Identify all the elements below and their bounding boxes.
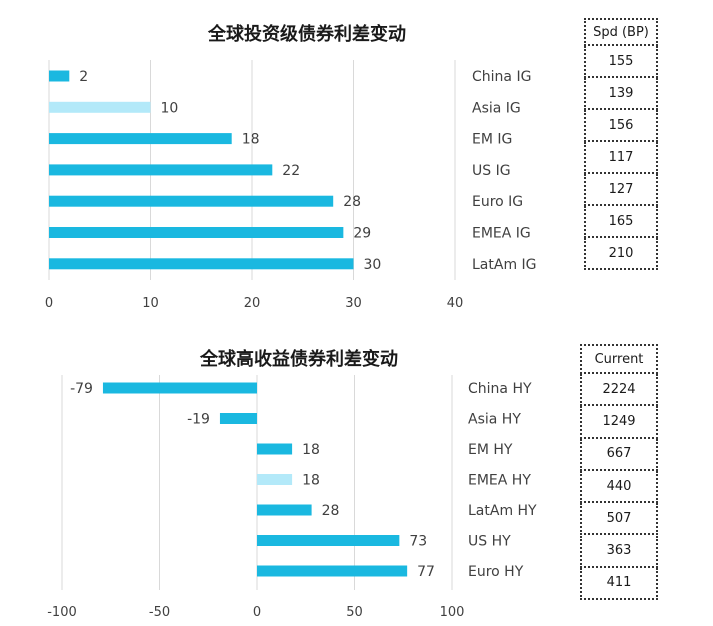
- hy-bar: [102, 382, 257, 394]
- ig-bar: [49, 195, 334, 207]
- ig-category-label: EM IG: [472, 132, 512, 148]
- hy-bar: [219, 413, 257, 424]
- hy-category-label: US HY: [468, 534, 511, 550]
- hy-data-label: 28: [322, 503, 340, 519]
- ig-bar: [49, 258, 354, 270]
- ig-table-cell: 127: [584, 174, 658, 206]
- ig-category-label: China IG: [472, 69, 531, 85]
- hy-bar: [257, 474, 293, 485]
- ig-tick-label: 30: [345, 296, 362, 311]
- ig-bar: [49, 133, 232, 145]
- hy-data-label: -19: [187, 412, 210, 428]
- ig-table-cell: 117: [584, 142, 658, 174]
- chart-title-hy: 全球高收益债券利差变动: [200, 349, 398, 370]
- ig-tick-label: 10: [142, 296, 159, 311]
- hy-data-label: 77: [417, 564, 435, 580]
- hy-category-label: China HY: [468, 381, 532, 397]
- chart-title-ig: 全球投资级债券利差变动: [208, 24, 406, 45]
- ig-bar: [49, 70, 70, 82]
- hy-tick-label: 50: [346, 605, 363, 620]
- ig-table-cell: 156: [584, 110, 658, 142]
- hy-table-cell: 1249: [580, 406, 658, 439]
- ig-data-label: 30: [364, 257, 382, 273]
- ig-tick-label: 0: [45, 296, 53, 311]
- ig-tick-label: 20: [244, 296, 261, 311]
- ig-data-label: 28: [343, 194, 361, 210]
- ig-data-label: 22: [282, 163, 300, 179]
- hy-bar: [257, 504, 312, 516]
- hy-tick-label: 100: [440, 605, 465, 620]
- ig-table-header: Spd (BP): [584, 18, 658, 46]
- ig-spread-table: Spd (BP) 155 139 156 117 127 165 210: [584, 18, 658, 270]
- hy-category-label: LatAm HY: [468, 503, 537, 519]
- hy-table-header: Current: [580, 344, 658, 374]
- hy-bar: [257, 443, 293, 455]
- hy-bar: [257, 565, 408, 577]
- hy-data-label: 73: [409, 534, 427, 550]
- ig-category-label: US IG: [472, 163, 511, 179]
- hy-current-table: Current 2224 1249 667 440 507 363 411: [580, 344, 658, 601]
- hy-tick-label: -50: [149, 605, 170, 620]
- ig-category-label: LatAm IG: [472, 257, 537, 273]
- hy-table-cell: 363: [580, 535, 658, 568]
- hy-data-label: 18: [302, 442, 320, 458]
- hy-table-cell: 440: [580, 470, 658, 504]
- hy-table-cell: 411: [580, 567, 658, 601]
- ig-data-label: 2: [79, 69, 88, 85]
- ig-table-cell: 139: [584, 78, 658, 110]
- hy-category-label: EMEA HY: [468, 473, 531, 489]
- ig-bar: [49, 101, 151, 113]
- ig-data-label: 18: [242, 132, 260, 148]
- hy-bar: [257, 535, 400, 546]
- hy-data-label: 18: [302, 473, 320, 489]
- ig-category-label: EMEA IG: [472, 226, 531, 242]
- ig-category-label: Asia IG: [472, 100, 521, 116]
- hy-table-cell: 2224: [580, 374, 658, 407]
- hy-data-label: -79: [70, 381, 93, 397]
- ig-tick-label: 40: [447, 296, 464, 311]
- ig-table-cell: 210: [584, 238, 658, 270]
- ig-bar: [49, 164, 273, 176]
- hy-category-label: EM HY: [468, 442, 513, 458]
- hy-category-label: Euro HY: [468, 564, 524, 580]
- ig-data-label: 29: [353, 226, 371, 242]
- hy-tick-label: -100: [47, 605, 77, 620]
- hy-table-cell: 667: [580, 438, 658, 471]
- ig-data-label: 10: [161, 100, 179, 116]
- hy-table-cell: 507: [580, 503, 658, 536]
- ig-category-label: Euro IG: [472, 194, 523, 210]
- ig-bar: [49, 227, 344, 238]
- ig-table-cell: 155: [584, 46, 658, 78]
- hy-tick-label: 0: [253, 605, 261, 620]
- ig-table-cell: 165: [584, 206, 658, 238]
- hy-category-label: Asia HY: [468, 412, 521, 428]
